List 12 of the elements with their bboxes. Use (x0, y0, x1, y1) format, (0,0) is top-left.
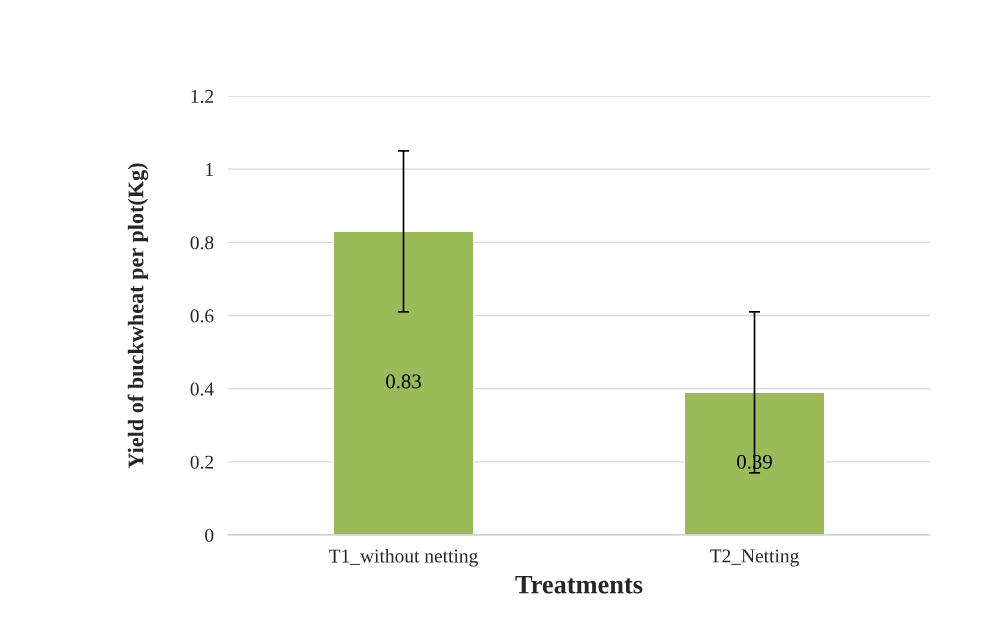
y-tick-label: 0.8 (190, 236, 214, 250)
y-tick-label: 1.2 (191, 89, 214, 104)
y-tick-label: 0.2 (190, 455, 214, 469)
y-tick-label: 0.6 (190, 309, 214, 323)
y-tick-label: 0 (205, 528, 214, 542)
y-tick-label: 1 (206, 163, 213, 176)
data-label: 0.83 (386, 374, 421, 389)
x-tick-label: T1_without netting (329, 548, 478, 567)
y-axis-title: Yield of buckwheat per plot(Kg) (127, 163, 149, 469)
x-axis-title: Treatments (515, 575, 643, 594)
x-tick-label: T2_Netting (710, 549, 799, 567)
y-tick-label: 0.4 (190, 382, 214, 396)
